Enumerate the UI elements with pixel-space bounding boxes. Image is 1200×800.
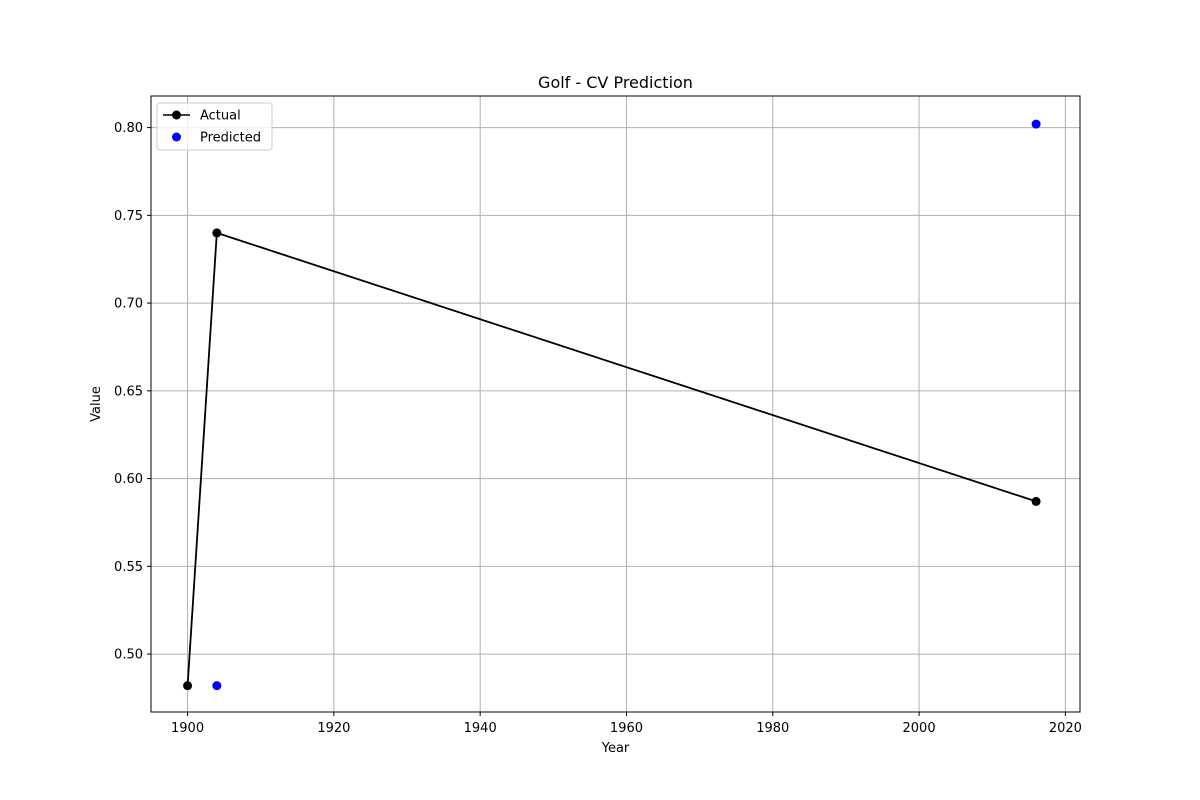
grid — [151, 96, 1080, 712]
y-axis-label: Value — [89, 386, 104, 422]
x-tick-label: 1920 — [317, 721, 350, 736]
series-actual-point — [183, 681, 193, 691]
x-tick-label: 2000 — [903, 721, 936, 736]
x-tick-label: 1900 — [171, 721, 204, 736]
x-tick-label: 2020 — [1049, 721, 1082, 736]
y-tick-label: 0.50 — [114, 648, 143, 663]
legend-predicted-marker — [172, 132, 181, 142]
x-tick-label: 1980 — [756, 721, 789, 736]
x-tick-label: 1940 — [464, 721, 497, 736]
series-actual-point — [1031, 496, 1041, 506]
x-axis-label: Year — [601, 741, 630, 756]
axis-ticks: 1900 1920 1940 1960 1980 2000 2020 0.50 0.55 0.60… — [114, 121, 1082, 736]
y-tick-label: 0.75 — [114, 209, 143, 224]
legend-predicted-label: Predicted — [200, 131, 261, 146]
plot-series — [183, 119, 1041, 691]
legend: Actual Predicted — [156, 102, 273, 151]
y-tick-label: 0.65 — [114, 384, 143, 399]
y-tick-label: 0.80 — [114, 121, 143, 136]
axes-frame — [150, 95, 1081, 713]
y-tick-label: 0.55 — [114, 560, 143, 575]
legend-actual-label: Actual — [200, 109, 241, 124]
series-predicted-point — [1031, 119, 1041, 129]
y-tick-label: 0.70 — [114, 297, 143, 312]
series-actual-point — [212, 228, 222, 238]
legend-actual-marker — [172, 110, 181, 120]
x-tick-label: 1960 — [610, 721, 643, 736]
chart-title: Golf - CV Prediction — [538, 73, 693, 92]
y-tick-label: 0.60 — [114, 472, 143, 487]
series-predicted-point — [212, 681, 222, 691]
